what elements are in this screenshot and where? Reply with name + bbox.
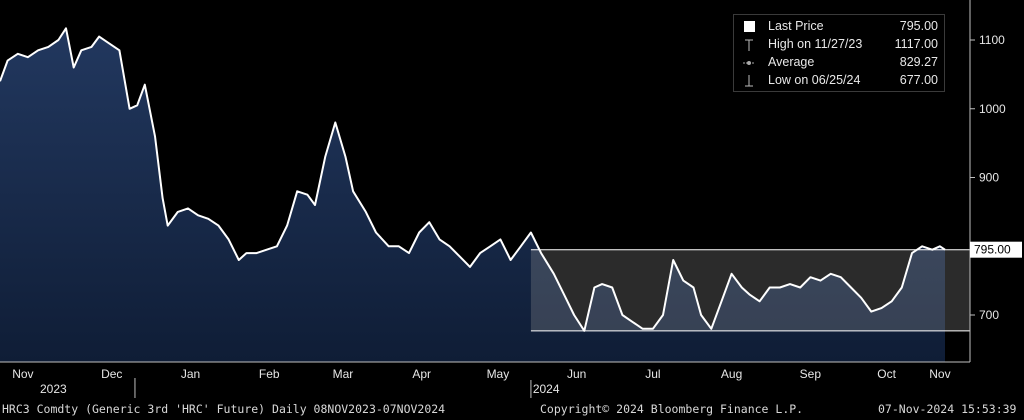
last-price-tag-bg: [970, 241, 1022, 258]
legend-last-label: Last Price: [768, 19, 824, 33]
last-price-tag: 795.00: [970, 241, 1022, 258]
average-marker-icon: [742, 56, 756, 70]
low-marker-icon: [742, 74, 756, 88]
legend-high-label: High on 11/27/23: [768, 37, 863, 51]
legend-low: Low on 06/25/24 677.00: [734, 71, 938, 89]
y-tick-label: 1000: [979, 102, 1006, 116]
price-line: [0, 27, 946, 332]
x-tick-label: Feb: [259, 367, 280, 381]
high-marker-icon: [742, 38, 756, 52]
legend-low-value: 677.00: [899, 73, 938, 87]
footer-copyright: Copyright© 2024 Bloomberg Finance L.P.: [540, 402, 804, 416]
x-tick-label: Jul: [645, 367, 660, 381]
x-tick-label: Oct: [877, 367, 896, 381]
y-tick-label: 900: [979, 171, 999, 185]
footer-ticker-info: HRC3 Comdty (Generic 3rd 'HRC' Future) D…: [2, 402, 446, 416]
legend-avg-value: 829.27: [899, 55, 938, 69]
x-tick-label: May: [487, 367, 510, 381]
x-tick-label: Dec: [101, 367, 122, 381]
legend-high-value: 1117.00: [894, 37, 938, 51]
x-year-label: 2024: [533, 382, 560, 396]
x-tick-label: Jan: [181, 367, 200, 381]
x-tick-label: Nov: [12, 367, 33, 381]
footer-timestamp: 07-Nov-2024 15:53:39: [878, 402, 1017, 416]
x-tick-label: Sep: [800, 367, 822, 381]
x-tick-label: Aug: [721, 367, 742, 381]
x-year-label: 2023: [40, 382, 67, 396]
legend-last-value: 795.00: [899, 19, 938, 33]
legend-box: Last Price 795.00 High on 11/27/23 1117.…: [733, 14, 945, 92]
x-tick-label: Mar: [333, 367, 354, 381]
y-tick-label: 700: [979, 308, 999, 322]
x-tick-label: Nov: [929, 367, 950, 381]
last-price-tag-label: 795.00: [974, 243, 1011, 257]
y-tick-label: 1100: [979, 33, 1005, 47]
footer-bar: HRC3 Comdty (Generic 3rd 'HRC' Future) D…: [0, 400, 1024, 420]
price-range-shade: [530, 249, 970, 331]
legend-average: Average 829.27: [734, 53, 938, 71]
legend-avg-label: Average: [768, 55, 815, 69]
price-chart: 700 900 1000 1100 795.00 Nov Dec Jan Feb Mar Apr Ma…: [0, 0, 1022, 398]
x-tick-label: Jun: [567, 367, 586, 381]
x-tick-label: Apr: [412, 367, 431, 381]
legend-low-label: Low on 06/25/24: [768, 73, 861, 87]
last-price-square-icon: [742, 20, 756, 34]
legend-last-price: Last Price 795.00: [734, 17, 938, 35]
price-area: [0, 28, 945, 363]
legend-high: High on 11/27/23 1117.00: [734, 35, 938, 53]
